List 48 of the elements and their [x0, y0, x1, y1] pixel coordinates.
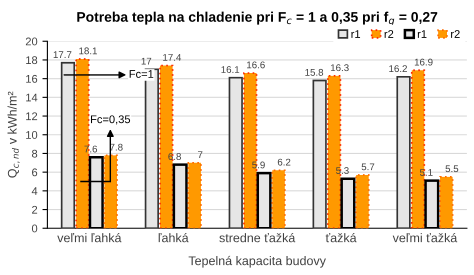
y-tick-label: 8	[32, 150, 38, 158]
y-tick-label: 0	[32, 224, 38, 232]
y-axis-title: Q$_{c,nd}$ v kWh/m²	[8, 92, 20, 178]
data-label: 7	[198, 151, 202, 158]
data-label: 16.1	[221, 66, 240, 74]
x-axis-title: Tepelná kapacita budovy	[188, 256, 326, 268]
data-label: 5.7	[362, 163, 374, 170]
y-tick-label: 16	[26, 74, 38, 83]
y-tick-label: 20	[26, 38, 38, 46]
bar	[396, 76, 411, 228]
bar	[60, 62, 76, 228]
y-tick-label: 10	[26, 131, 38, 139]
bar	[228, 76, 243, 228]
data-label: 5.5	[446, 165, 458, 172]
y-tick-label: 12	[26, 112, 38, 120]
legend-label: r1	[351, 30, 360, 38]
y-tick-label: 6	[32, 168, 38, 176]
bar	[271, 169, 286, 228]
x-tick-label: veľmi ťažká	[392, 232, 458, 242]
x-tick-label: stredne ťažká	[219, 232, 296, 242]
data-label: 17.7	[54, 51, 72, 58]
data-label: 16.6	[247, 61, 265, 68]
data-label: 18.1	[79, 47, 97, 54]
y-tick-label: 2	[32, 206, 38, 214]
x-tick-label: veľmi ľahká	[57, 232, 122, 242]
bar	[355, 174, 370, 228]
data-label: 7.8	[110, 144, 123, 151]
y-tick-label: 18	[26, 56, 38, 64]
annotation: Fc=0,35	[91, 115, 130, 125]
y-tick-label: 14	[26, 94, 38, 102]
data-label: 15.8	[305, 68, 324, 76]
bar	[104, 154, 118, 228]
data-label: 17	[142, 58, 152, 65]
bar	[439, 176, 454, 228]
x-tick-label: ťažká	[326, 232, 357, 242]
legend-label: r2	[384, 30, 394, 38]
data-label: 16.3	[330, 64, 349, 72]
bar	[188, 162, 202, 228]
legend-label: r1	[418, 30, 426, 38]
bar	[312, 80, 327, 228]
x-tick-label: ľahká	[158, 232, 189, 242]
legend-label: r2	[451, 30, 460, 38]
y-tick-label: 4	[32, 187, 38, 195]
data-label: 16.2	[389, 65, 407, 72]
data-label: 17.4	[163, 54, 182, 61]
data-label: 16.9	[414, 58, 433, 66]
data-label: 6.2	[278, 158, 290, 166]
annotation: Fc=1	[130, 70, 154, 78]
